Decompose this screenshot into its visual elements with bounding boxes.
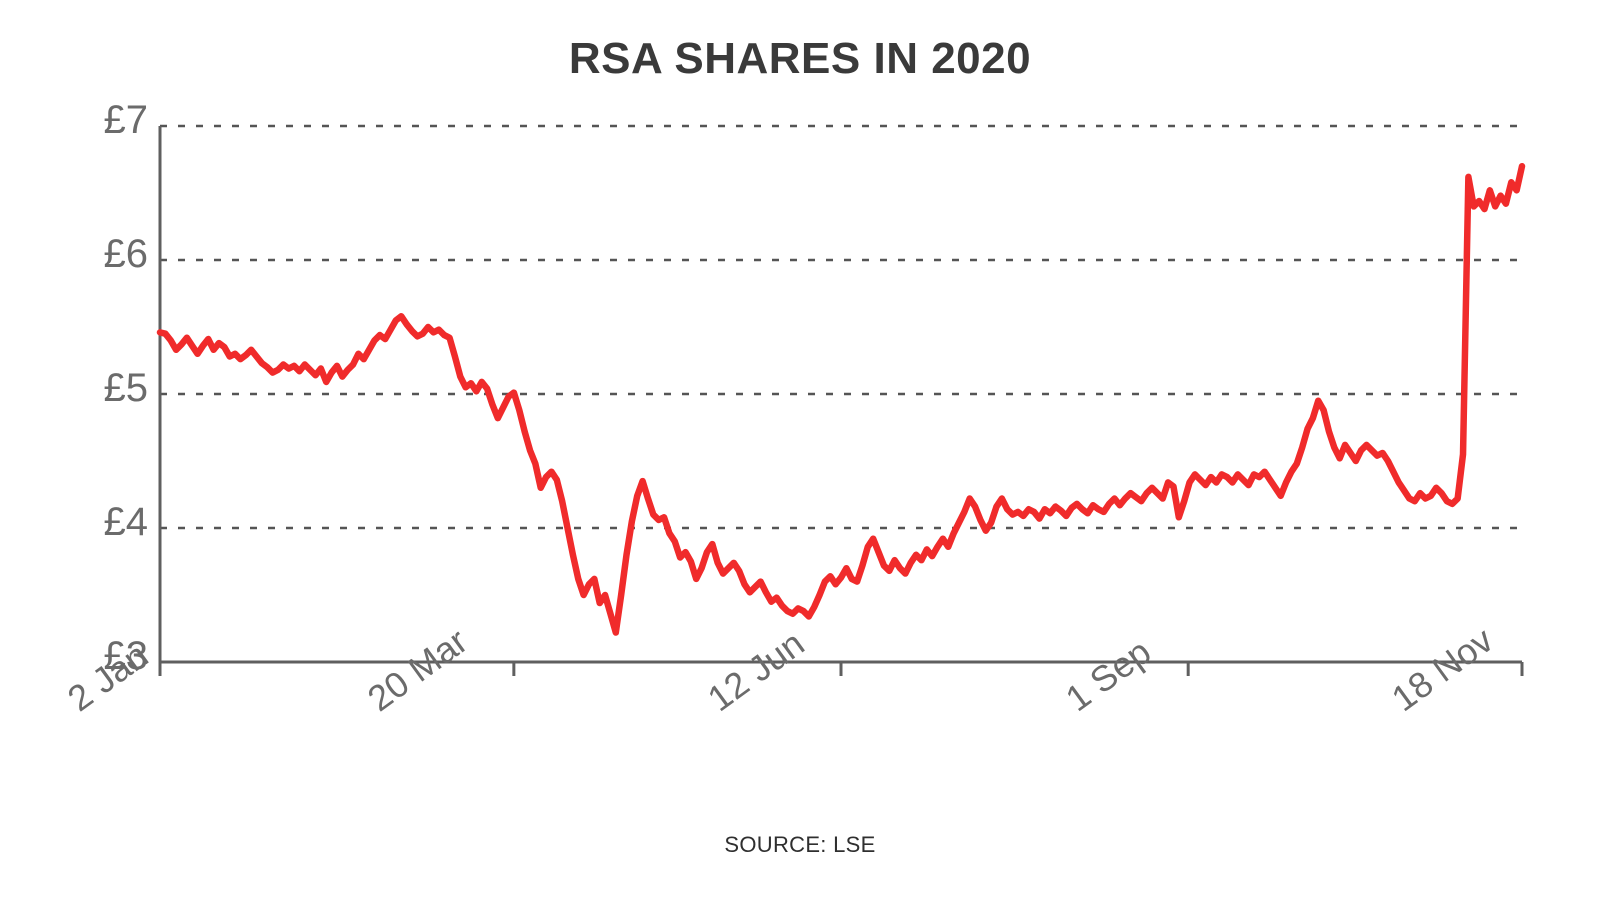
chart-title: RSA SHARES IN 2020 bbox=[568, 34, 1032, 83]
gridlines bbox=[160, 124, 1522, 530]
y-axis-labels: £7 £6 £5 £4 £3 bbox=[0, 0, 149, 900]
price-line-series bbox=[156, 162, 1526, 636]
y-axis-tick-label: £5 bbox=[103, 366, 149, 410]
y-axis-tick-label: £7 bbox=[103, 98, 149, 142]
source-note: SOURCE: LSE bbox=[724, 832, 876, 857]
x-axis-ticks bbox=[158, 662, 1524, 676]
y-axis-tick-label: £4 bbox=[103, 500, 149, 544]
y-axis-tick-label: £6 bbox=[103, 232, 149, 276]
y-axis-tick-label: £3 bbox=[103, 634, 149, 678]
